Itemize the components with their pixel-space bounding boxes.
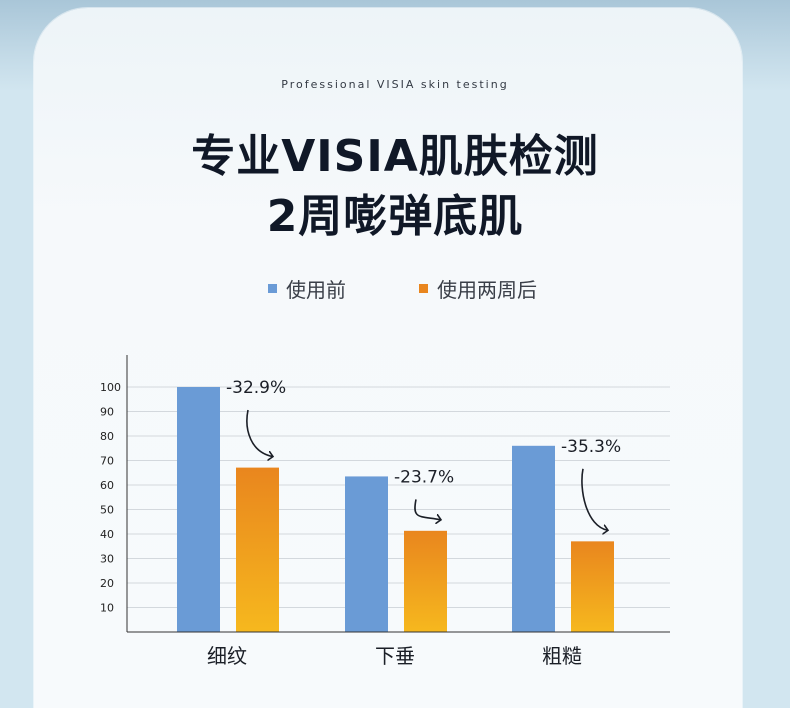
bar-after [404,530,447,632]
x-category-label: 下垂 [375,644,415,668]
x-category-label: 细纹 [207,644,247,668]
annotation-arrow [414,499,441,519]
y-tick-label: 80 [100,430,114,443]
y-tick-label: 40 [100,528,114,541]
y-tick-label: 20 [100,577,114,590]
chart-bars [177,387,614,632]
chart-axes [126,355,670,633]
legend-item-after: 使用两周后 [419,274,537,303]
page-title-line-2: 2周嘭弹底肌 [266,191,524,242]
y-tick-label: 50 [100,504,114,517]
legend-swatch-before [268,284,277,293]
percent-change-label: -23.7% [394,467,454,487]
chart-labels: 10 20 30 40 50 60 70 80 90 100 细纹 下垂 粗糙 [100,381,582,668]
legend-label-after: 使用两周后 [437,278,537,302]
annotation-arrow [581,468,608,531]
bar-before [512,445,555,632]
bar-chart: 10 20 30 40 50 60 70 80 90 100 细纹 下垂 粗糙 -32.9% -23.7%… [100,355,670,668]
bar-after [236,467,279,632]
legend-label-before: 使用前 [286,278,346,302]
x-category-label: 粗糙 [542,644,582,668]
chart-legend: 使用前 使用两周后 [0,274,790,303]
chart-annotations: -32.9% -23.7% -35.3% [226,378,621,530]
percent-change-label: -35.3% [561,437,621,457]
english-subtitle: Professional VISIA skin testing [281,78,509,91]
bar-before [177,387,220,632]
y-tick-label: 100 [100,381,121,394]
page-title-line-1: 专业VISIA肌肤检测 [191,131,599,182]
y-tick-label: 10 [100,602,114,615]
legend-item-before: 使用前 [268,274,346,303]
y-tick-label: 70 [100,455,114,468]
legend-swatch-after [419,284,428,293]
bar-after [571,541,614,632]
y-tick-label: 90 [100,406,114,419]
percent-change-label: -32.9% [226,378,286,398]
bar-before [345,476,388,632]
y-tick-label: 30 [100,553,114,566]
annotation-arrow [246,409,273,457]
y-tick-label: 60 [100,479,114,492]
